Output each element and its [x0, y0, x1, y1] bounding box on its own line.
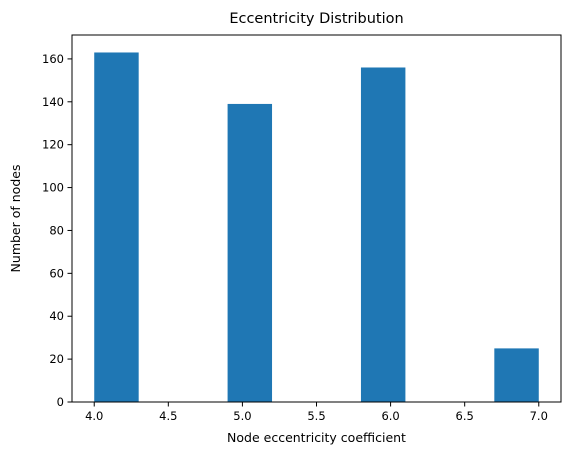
- bars-group: [94, 52, 539, 403]
- y-tick-label: 80: [49, 223, 64, 237]
- x-tick-label: 4.5: [159, 409, 177, 423]
- histogram-bar-9: [494, 348, 539, 402]
- y-tick-label: 140: [42, 95, 64, 109]
- x-axis-ticks: 4.0 4.5 5.0 5.5 6.0 6.5 7.0: [85, 402, 548, 423]
- y-axis-label: Number of nodes: [8, 165, 23, 273]
- y-tick-label: 120: [42, 138, 64, 152]
- y-tick-label: 20: [49, 352, 64, 366]
- x-tick-label: 6.0: [381, 409, 399, 423]
- x-axis-label: Node eccentricity coefficient: [227, 430, 406, 445]
- histogram-bar-0: [94, 52, 139, 402]
- histogram-bar-6: [360, 67, 406, 403]
- y-tick-label: 160: [42, 52, 64, 66]
- y-tick-label: 0: [57, 395, 64, 409]
- x-tick-label: 4.0: [85, 409, 103, 423]
- x-tick-label: 5.0: [233, 409, 251, 423]
- chart-title: Eccentricity Distribution: [229, 11, 403, 27]
- plot-frame: [71, 34, 562, 403]
- x-tick-label: 5.5: [307, 409, 325, 423]
- x-tick-label: 6.5: [456, 409, 474, 423]
- y-tick-label: 60: [49, 266, 64, 280]
- x-tick-label: 7.0: [530, 409, 548, 423]
- y-tick-label: 100: [42, 181, 64, 195]
- y-tick-label: 40: [49, 309, 64, 323]
- histogram-bar-3: [227, 103, 273, 402]
- y-axis-ticks: 0 20 40 60 80 100 120 140 160: [42, 52, 72, 409]
